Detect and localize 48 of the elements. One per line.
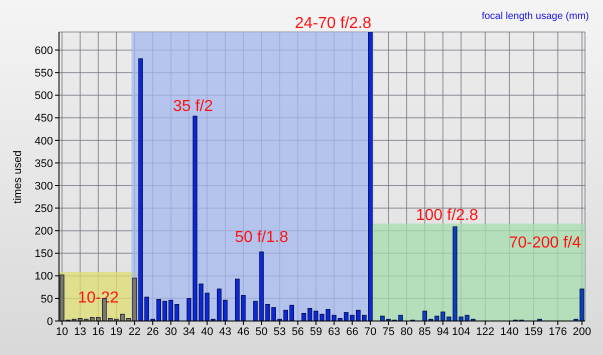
x-tick-label: 104 — [452, 326, 470, 338]
x-tick-label: 122 — [476, 326, 494, 338]
y-tick-label: 600 — [34, 44, 53, 57]
y-tick-label: 200 — [34, 226, 53, 238]
x-tick-label: 46 — [237, 326, 250, 338]
annotation: 100 f/2.8 — [416, 207, 478, 225]
chart-title: focal length usage (mm) — [482, 11, 589, 22]
y-tick-label: 50 — [40, 293, 53, 306]
x-tick-label: 13 — [74, 326, 86, 338]
x-tick-label: 85 — [418, 326, 431, 338]
x-tick-label: 159 — [524, 326, 543, 338]
x-tick-label: 140 — [500, 326, 519, 338]
x-tick-label: 66 — [346, 326, 358, 338]
y-tick-label: 550 — [34, 68, 53, 80]
x-tick-label: 30 — [164, 326, 177, 338]
y-tick-label: 400 — [34, 135, 53, 148]
x-tick-label: 43 — [219, 326, 232, 338]
y-axis-title: times used — [12, 150, 24, 204]
x-tick-label: 22 — [128, 326, 141, 338]
x-tick-label: 200 — [572, 326, 592, 338]
x-tick-label: 70 — [364, 326, 376, 338]
band-label: 70-200 f/4 — [508, 234, 582, 252]
x-tick-label: 56 — [292, 326, 304, 338]
x-tick-label: 40 — [201, 326, 214, 338]
x-tick-label: 80 — [400, 326, 413, 338]
annotation: 35 f/2 — [172, 98, 214, 116]
y-tick-label: 450 — [34, 112, 53, 125]
y-tick-label: 150 — [34, 248, 53, 260]
y-tick-label: 0 — [46, 316, 53, 328]
y-tick-label: 350 — [34, 158, 53, 170]
x-tick-label: 94 — [436, 326, 450, 338]
y-tick-label: 500 — [34, 90, 53, 102]
x-tick-label: 34 — [182, 326, 196, 338]
x-tick-label: 176 — [548, 326, 567, 338]
x-tick-label: 59 — [310, 326, 322, 338]
x-tick-label: 16 — [92, 326, 104, 338]
x-tick-label: 50 — [255, 326, 268, 338]
x-tick-label: 26 — [146, 326, 159, 338]
annotation: 50 f/1.8 — [234, 228, 288, 246]
x-tick-label: 53 — [274, 326, 286, 338]
y-tick-label: 100 — [34, 270, 53, 283]
x-tick-label: 63 — [328, 326, 340, 338]
x-tick-label: 75 — [382, 326, 395, 338]
y-tick-label: 250 — [34, 203, 53, 216]
x-tick-label: 19 — [110, 326, 123, 338]
band-label: 24-70 f/2.8 — [294, 15, 372, 32]
x-tick-label: 10 — [56, 326, 68, 338]
y-tick-label: 300 — [34, 180, 53, 192]
